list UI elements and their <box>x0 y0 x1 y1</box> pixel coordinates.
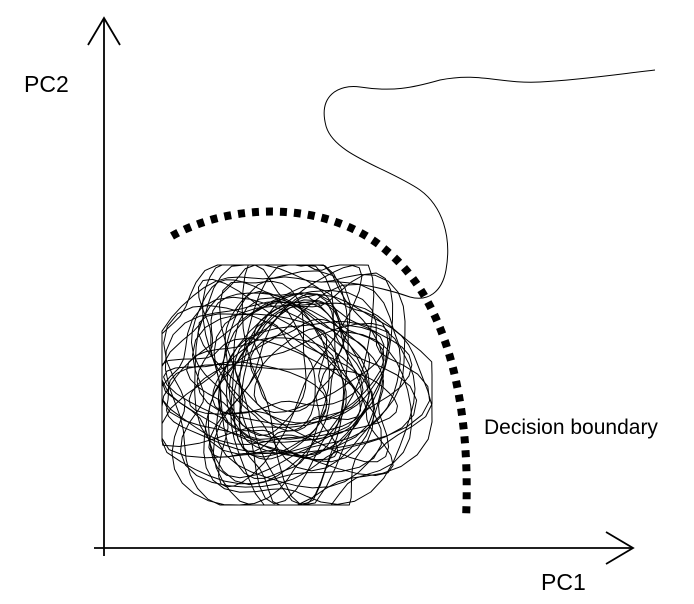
y-axis <box>87 16 121 556</box>
anomaly-trajectory <box>321 69 656 299</box>
decision-boundary-label: Decision boundary <box>484 416 658 439</box>
cluster-scribble-loop <box>228 286 389 458</box>
cluster-scribble-loop <box>180 313 418 488</box>
cluster-scribble-loop <box>186 337 336 440</box>
cluster-scribble-loop <box>217 293 345 459</box>
decision-boundary <box>170 207 471 519</box>
normal-data-cluster <box>161 264 433 506</box>
cluster-scribble-loop <box>238 264 375 505</box>
cluster-scribble-loop <box>161 337 394 476</box>
cluster-scribble-loop <box>212 300 371 415</box>
cluster-scribble-loop <box>212 293 433 506</box>
cluster-scribble-loop <box>234 321 413 457</box>
cluster-scribble-loop <box>191 279 307 436</box>
cluster-scribble-loop <box>253 301 385 413</box>
cluster-scribble-loop <box>166 363 398 454</box>
cluster-scribble-loop <box>208 327 328 460</box>
cluster-scribble-loop <box>161 264 363 445</box>
cluster-scribble-loop <box>230 297 413 506</box>
cluster-scribble-loop <box>161 296 382 485</box>
cluster-scribble-loop <box>163 361 339 461</box>
y-axis-arrowhead <box>87 16 121 46</box>
x-axis-label: PC1 <box>541 569 586 595</box>
x-axis-arrowhead <box>605 531 635 565</box>
cluster-scribble-loop <box>219 281 375 506</box>
cluster-scribble-loop <box>161 289 431 459</box>
x-axis <box>94 531 635 565</box>
cluster-scribble-loop <box>207 299 401 479</box>
y-axis-label: PC2 <box>24 71 69 97</box>
